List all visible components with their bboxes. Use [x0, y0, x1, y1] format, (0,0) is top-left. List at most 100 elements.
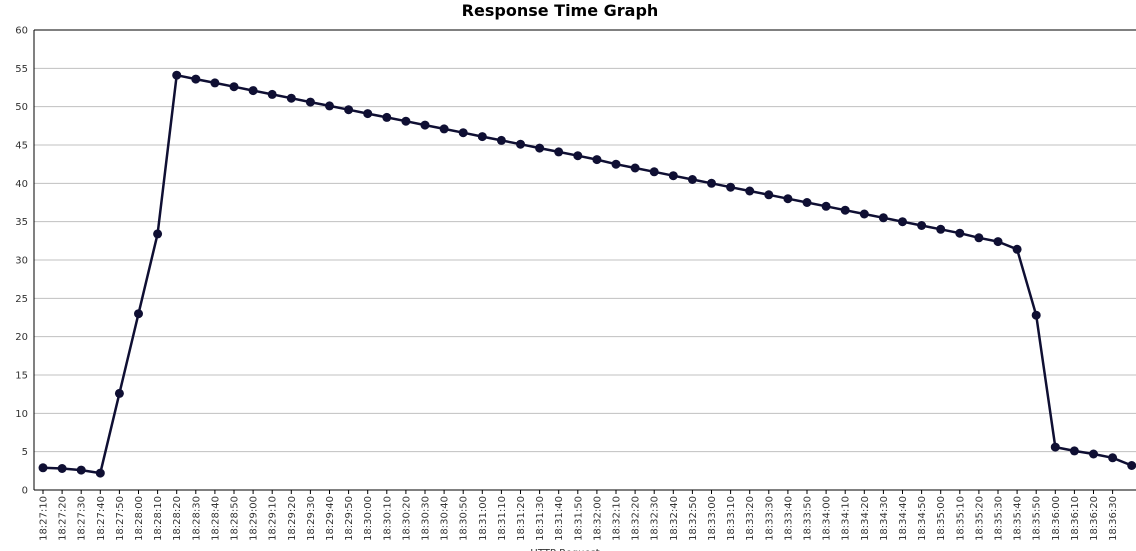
data-point-19: [401, 116, 411, 126]
data-point-30: [611, 159, 621, 169]
chart-title: Response Time Graph: [461, 1, 659, 20]
data-point-35: [707, 178, 716, 188]
x-tick-label-3: 18:27:40: [96, 496, 107, 541]
x-tick-label-39: 18:33:40: [783, 496, 794, 541]
data-point-25: [516, 139, 525, 149]
x-tick-label-28: 18:31:50: [573, 496, 584, 541]
x-tick-label-37: 18:33:20: [745, 496, 756, 541]
y-tick-label-15: 15: [15, 371, 28, 382]
data-point-23: [477, 132, 487, 142]
data-point-41: [821, 201, 831, 211]
data-point-18: [382, 112, 392, 122]
x-tick-label-40: 18:33:50: [803, 496, 814, 541]
data-point-15: [325, 101, 334, 111]
data-point-22: [458, 128, 468, 138]
x-tick-label-50: 18:35:30: [994, 496, 1005, 541]
y-tick-label-60: 60: [15, 26, 28, 37]
x-tick-label-25: 18:31:20: [516, 496, 527, 541]
data-point-trailing: [1127, 461, 1136, 470]
data-point-48: [955, 228, 965, 238]
x-tick-label-26: 18:31:30: [535, 496, 546, 541]
data-point-38: [764, 190, 774, 200]
x-tick-label-15: 18:29:40: [325, 496, 336, 541]
data-point-49: [974, 233, 984, 243]
data-point-47: [936, 224, 946, 234]
data-point-54: [1069, 446, 1079, 456]
x-axis-title: HTTP Request: [530, 548, 599, 551]
data-point-36: [726, 182, 736, 192]
x-tick-label-14: 18:29:30: [306, 496, 317, 541]
x-tick-label-31: 18:32:20: [631, 496, 642, 541]
x-tick-label-17: 18:30:00: [363, 496, 374, 541]
data-point-56: [1108, 453, 1118, 463]
x-tick-label-21: 18:30:40: [440, 496, 451, 541]
data-point-7: [172, 70, 182, 80]
data-point-45: [898, 217, 907, 227]
y-tick-label-45: 45: [15, 141, 28, 152]
x-tick-label-1: 18:27:20: [58, 496, 69, 541]
data-point-34: [687, 175, 697, 184]
y-tick-label-35: 35: [15, 217, 28, 228]
data-point-9: [210, 78, 220, 88]
data-point-0: [38, 463, 48, 473]
x-tick-label-23: 18:31:00: [478, 496, 489, 541]
data-point-32: [649, 167, 659, 177]
data-point-40: [802, 198, 812, 207]
data-point-2: [76, 465, 86, 475]
data-point-20: [420, 120, 430, 130]
data-point-21: [439, 124, 449, 134]
x-tick-label-29: 18:32:00: [592, 496, 603, 541]
y-tick-label-30: 30: [15, 256, 28, 267]
y-tick-label-5: 5: [22, 447, 28, 458]
y-tick-label-55: 55: [15, 64, 28, 75]
x-tick-label-35: 18:33:00: [707, 496, 718, 541]
x-tick-label-54: 18:36:10: [1070, 496, 1081, 541]
x-tick-label-27: 18:31:40: [554, 496, 565, 541]
data-point-53: [1050, 442, 1060, 452]
data-point-55: [1089, 449, 1098, 459]
data-point-31: [630, 163, 640, 173]
x-tick-label-8: 18:28:30: [191, 496, 202, 541]
data-point-8: [191, 74, 201, 84]
data-point-27: [554, 147, 564, 157]
x-tick-label-4: 18:27:50: [115, 496, 126, 541]
x-tick-label-51: 18:35:40: [1013, 496, 1024, 541]
data-point-46: [917, 221, 927, 230]
data-point-14: [305, 97, 315, 107]
data-point-26: [535, 143, 545, 153]
x-tick-label-10: 18:28:50: [230, 496, 241, 541]
data-point-11: [248, 86, 258, 96]
data-point-52: [1031, 310, 1041, 320]
x-tick-label-56: 18:36:30: [1108, 496, 1119, 541]
x-tick-label-32: 18:32:30: [650, 496, 661, 541]
data-point-33: [668, 171, 678, 181]
x-tick-label-11: 18:29:00: [249, 496, 260, 541]
series-line-0: [42, 73, 1133, 475]
data-point-17: [363, 109, 373, 119]
x-tick-label-43: 18:34:20: [860, 496, 871, 541]
y-tick-label-40: 40: [15, 179, 28, 190]
x-tick-label-30: 18:32:10: [612, 496, 623, 541]
y-tick-label-25: 25: [15, 294, 28, 305]
x-tick-label-42: 18:34:10: [841, 496, 852, 541]
y-tick-label-0: 0: [22, 486, 28, 497]
data-point-42: [840, 205, 850, 215]
x-tick-label-24: 18:31:10: [497, 496, 508, 541]
data-point-5: [134, 309, 143, 319]
x-tick-label-46: 18:34:50: [917, 496, 928, 541]
data-point-10: [229, 82, 239, 92]
x-tick-label-7: 18:28:20: [172, 496, 183, 541]
x-tick-label-52: 18:35:50: [1032, 496, 1043, 541]
grid-layer: [34, 29, 1136, 453]
x-tick-label-44: 18:34:30: [879, 496, 890, 541]
axis-layer: [33, 29, 1136, 494]
x-tick-label-33: 18:32:40: [669, 496, 680, 541]
series-layer: [38, 70, 1136, 478]
x-tick-label-45: 18:34:40: [898, 496, 909, 541]
data-point-4: [114, 388, 124, 398]
x-tick-label-9: 18:28:40: [210, 496, 221, 541]
x-tick-label-36: 18:33:10: [726, 496, 737, 541]
x-tick-label-49: 18:35:20: [974, 496, 985, 541]
x-tick-label-53: 18:36:00: [1051, 496, 1062, 541]
y-tick-label-10: 10: [15, 409, 28, 420]
